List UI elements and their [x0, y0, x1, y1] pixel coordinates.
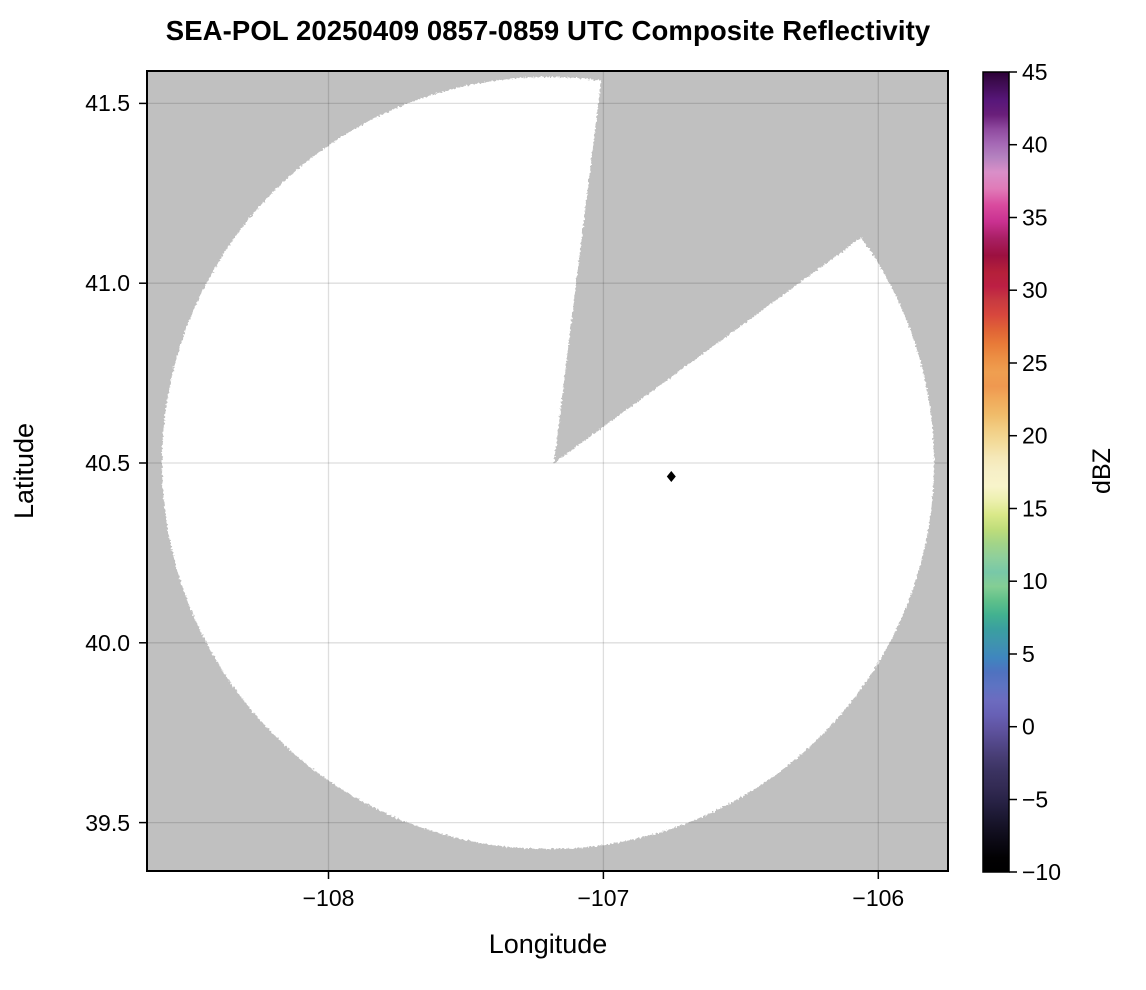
- svg-text:35: 35: [1022, 205, 1048, 231]
- svg-text:Longitude: Longitude: [489, 929, 608, 959]
- svg-text:30: 30: [1022, 277, 1048, 303]
- svg-text:39.5: 39.5: [85, 810, 130, 836]
- svg-text:25: 25: [1022, 350, 1048, 376]
- svg-text:−10: −10: [1022, 859, 1061, 885]
- svg-text:40: 40: [1022, 132, 1048, 158]
- svg-text:−108: −108: [303, 885, 355, 911]
- svg-text:Latitude: Latitude: [9, 423, 39, 519]
- svg-text:40.5: 40.5: [85, 450, 130, 476]
- svg-text:41.0: 41.0: [85, 270, 130, 296]
- svg-text:15: 15: [1022, 496, 1048, 522]
- svg-text:−5: −5: [1022, 787, 1048, 813]
- svg-text:5: 5: [1022, 641, 1035, 667]
- svg-text:−107: −107: [577, 885, 629, 911]
- svg-text:0: 0: [1022, 714, 1035, 740]
- svg-text:SEA-POL 20250409 0857-0859 UTC: SEA-POL 20250409 0857-0859 UTC Composite…: [166, 15, 931, 46]
- svg-text:dBZ: dBZ: [1088, 448, 1116, 494]
- svg-text:45: 45: [1022, 59, 1048, 85]
- svg-text:20: 20: [1022, 423, 1048, 449]
- svg-text:−106: −106: [852, 885, 904, 911]
- svg-text:10: 10: [1022, 568, 1048, 594]
- svg-text:41.5: 41.5: [85, 90, 130, 116]
- svg-text:40.0: 40.0: [85, 630, 130, 656]
